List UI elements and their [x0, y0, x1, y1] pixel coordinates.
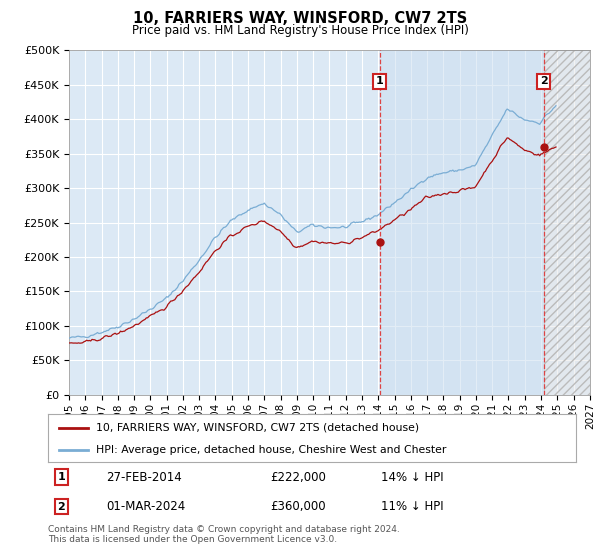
Bar: [380, 50, 544, 395]
Text: 11% ↓ HPI: 11% ↓ HPI: [380, 500, 443, 513]
Text: 1: 1: [58, 472, 65, 482]
Bar: [544, 50, 590, 395]
Text: £360,000: £360,000: [270, 500, 325, 513]
Text: HPI: Average price, detached house, Cheshire West and Chester: HPI: Average price, detached house, Ches…: [95, 445, 446, 455]
Text: 01-MAR-2024: 01-MAR-2024: [106, 500, 185, 513]
Text: 1: 1: [376, 76, 383, 86]
Text: 27-FEB-2014: 27-FEB-2014: [106, 470, 182, 483]
Text: Contains HM Land Registry data © Crown copyright and database right 2024.
This d: Contains HM Land Registry data © Crown c…: [48, 525, 400, 544]
Text: 14% ↓ HPI: 14% ↓ HPI: [380, 470, 443, 483]
Bar: [544, 50, 590, 395]
Text: 2: 2: [58, 502, 65, 512]
Text: 2: 2: [540, 76, 548, 86]
Text: £222,000: £222,000: [270, 470, 326, 483]
Text: 10, FARRIERS WAY, WINSFORD, CW7 2TS (detached house): 10, FARRIERS WAY, WINSFORD, CW7 2TS (det…: [95, 423, 419, 433]
Text: 10, FARRIERS WAY, WINSFORD, CW7 2TS: 10, FARRIERS WAY, WINSFORD, CW7 2TS: [133, 11, 467, 26]
Text: Price paid vs. HM Land Registry's House Price Index (HPI): Price paid vs. HM Land Registry's House …: [131, 24, 469, 36]
